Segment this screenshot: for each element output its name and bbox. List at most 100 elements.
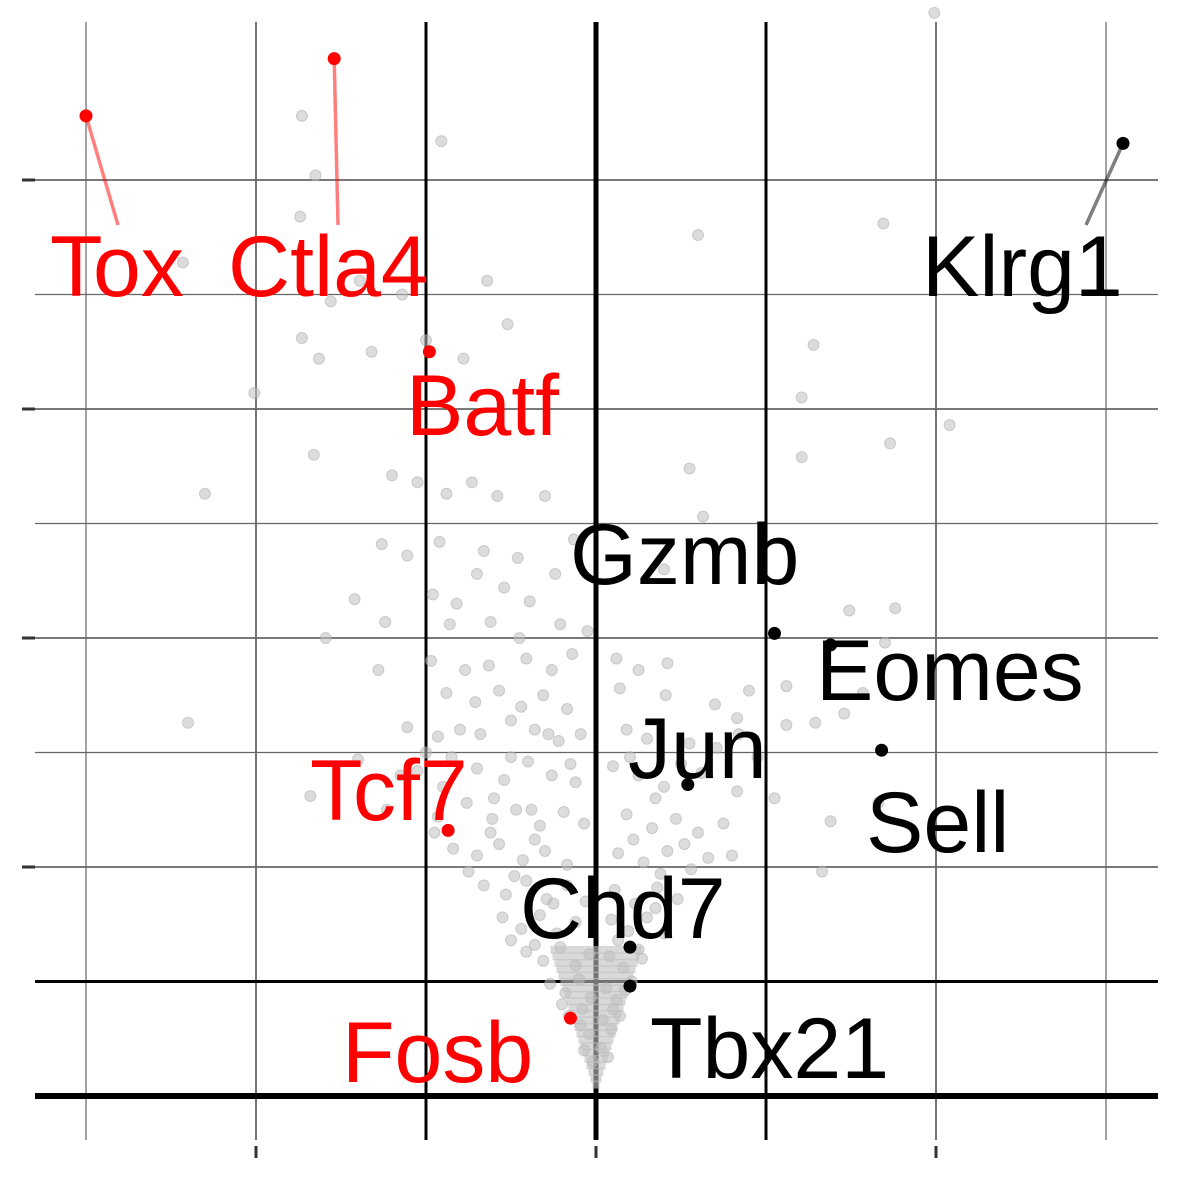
background-point — [726, 849, 738, 862]
background-point — [569, 776, 582, 789]
background-point — [499, 888, 512, 901]
point-eomes — [824, 638, 838, 652]
label-tcf7: Tcf7 — [310, 743, 468, 839]
background-point — [620, 723, 633, 736]
background-point — [564, 757, 577, 770]
background-point — [520, 652, 533, 665]
background-point — [807, 338, 820, 351]
background-point — [649, 792, 662, 805]
highlighted-points — [79, 52, 1130, 1025]
background-point — [654, 867, 667, 880]
background-point — [372, 664, 385, 677]
background-point — [199, 487, 211, 500]
background-point — [641, 732, 653, 745]
background-points — [176, 6, 956, 1089]
point-tox — [79, 109, 93, 123]
background-point — [428, 826, 441, 839]
background-point — [380, 803, 393, 816]
background-point — [523, 595, 536, 608]
background-point — [709, 698, 721, 711]
label-connectors — [84, 58, 1125, 226]
background-point — [505, 934, 517, 947]
background-point — [816, 865, 829, 878]
background-point — [717, 817, 730, 830]
background-point — [460, 796, 473, 809]
background-point — [309, 169, 322, 182]
background-point — [304, 790, 317, 803]
background-point — [324, 295, 337, 308]
background-point — [484, 826, 497, 839]
background-point — [743, 684, 755, 697]
background-point — [702, 851, 715, 864]
background-point — [501, 318, 514, 331]
background-point — [545, 769, 558, 782]
background-point — [401, 549, 414, 562]
background-point — [411, 764, 424, 777]
background-point — [493, 838, 506, 851]
point-batf — [422, 345, 436, 359]
background-point — [613, 682, 626, 695]
background-point — [515, 922, 528, 935]
label-jun: Jun — [628, 701, 767, 797]
background-point — [612, 847, 625, 860]
background-point — [695, 767, 708, 780]
background-point — [552, 735, 565, 748]
background-point — [471, 762, 483, 775]
background-point — [649, 902, 662, 915]
background-point — [365, 345, 378, 358]
background-point — [661, 657, 674, 670]
background-point — [605, 913, 618, 926]
background-point — [607, 760, 619, 773]
label-sell: Sell — [866, 775, 1009, 871]
background-point — [780, 680, 793, 693]
background-point — [539, 490, 551, 503]
background-point — [556, 998, 568, 1011]
background-point — [533, 909, 546, 922]
background-point — [307, 448, 320, 461]
background-point — [493, 684, 506, 697]
label-ctla4: Ctla4 — [228, 219, 429, 315]
background-point — [581, 625, 594, 638]
background-point — [683, 462, 696, 475]
background-point — [295, 109, 308, 122]
background-point — [554, 618, 567, 631]
background-point — [561, 879, 574, 892]
background-point — [692, 228, 704, 241]
background-point — [488, 792, 500, 805]
background-point — [651, 881, 664, 894]
background-point — [450, 597, 463, 610]
background-point — [731, 785, 744, 798]
background-point — [732, 728, 745, 741]
background-point — [544, 977, 557, 990]
background-point — [513, 632, 526, 644]
background-point — [431, 730, 444, 743]
background-point — [545, 664, 558, 677]
background-point — [578, 817, 591, 830]
point-sell — [875, 743, 889, 757]
background-point — [751, 751, 764, 764]
background-point — [566, 648, 579, 661]
background-point — [678, 838, 691, 851]
background-point — [248, 386, 261, 399]
background-point — [843, 604, 856, 617]
background-point — [685, 863, 698, 876]
label-batf: Batf — [406, 358, 560, 454]
background-point — [182, 716, 194, 729]
background-point — [312, 352, 325, 365]
background-point — [809, 716, 822, 729]
background-point — [295, 332, 308, 345]
background-point — [641, 911, 653, 924]
background-point — [515, 700, 528, 713]
background-point — [637, 856, 650, 869]
background-point — [401, 721, 414, 734]
background-point — [348, 593, 361, 606]
background-point — [510, 803, 523, 816]
background-point — [795, 451, 808, 464]
background-point — [612, 934, 625, 947]
background-point — [525, 803, 538, 816]
background-point — [396, 288, 409, 301]
background-point — [462, 865, 475, 878]
background-point — [481, 274, 494, 287]
background-point — [516, 854, 529, 867]
background-point — [838, 707, 851, 720]
